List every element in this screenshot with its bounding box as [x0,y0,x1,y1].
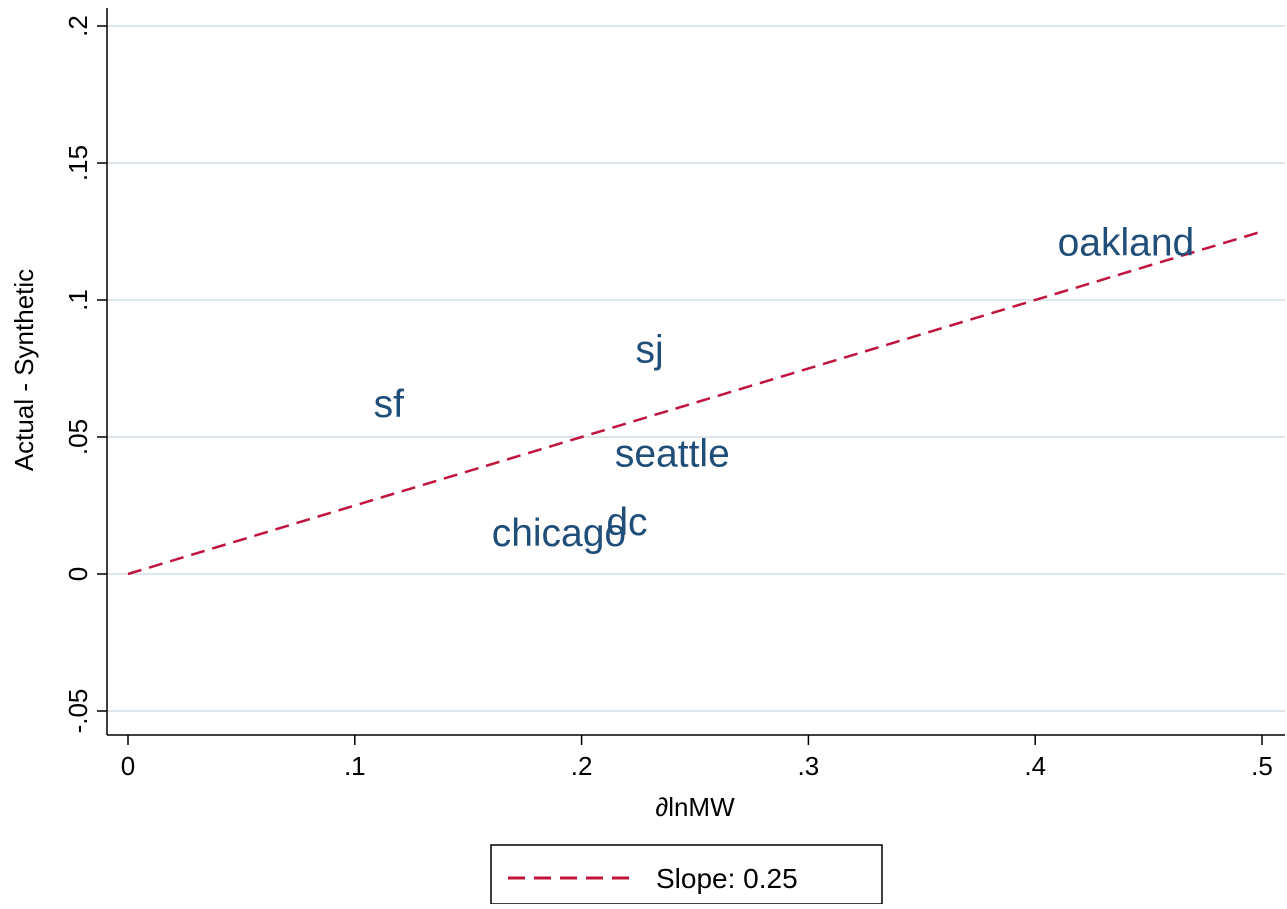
point-label: chicago [492,512,626,555]
axes: -.05 0 .05 .1 .15 .2 0 .1 .2 .3 .4 .5 [63,8,1285,781]
y-tick-label: .15 [63,145,93,181]
y-tick-label: .05 [63,419,93,455]
y-tick-label: -.05 [63,689,93,734]
x-tick-label: .1 [344,751,366,781]
legend: Slope: 0.25 [490,844,883,905]
grid-lines [107,25,1285,712]
x-tick-label: .2 [571,751,593,781]
legend-label: Slope: 0.25 [656,863,798,894]
y-tick-label: 0 [63,567,93,581]
x-tick-label: .4 [1024,751,1046,781]
y-axis-title: Actual - Synthetic [9,269,39,471]
point-label: seattle [615,432,730,475]
y-tick-label: .1 [63,289,93,311]
x-tick-label: 0 [121,751,135,781]
point-label: oakland [1058,221,1195,264]
x-axis-title: ∂lnMW [655,792,735,822]
point-label: dc [606,501,647,544]
point-label: sf [374,383,405,426]
point-label: sj [636,328,664,371]
fit-line-layer [127,230,1263,576]
legend-box [490,844,883,905]
fit-line [127,230,1263,576]
x-tick-label: .3 [798,751,820,781]
x-tick-label: .5 [1251,751,1273,781]
y-tick-label: .2 [63,15,93,37]
